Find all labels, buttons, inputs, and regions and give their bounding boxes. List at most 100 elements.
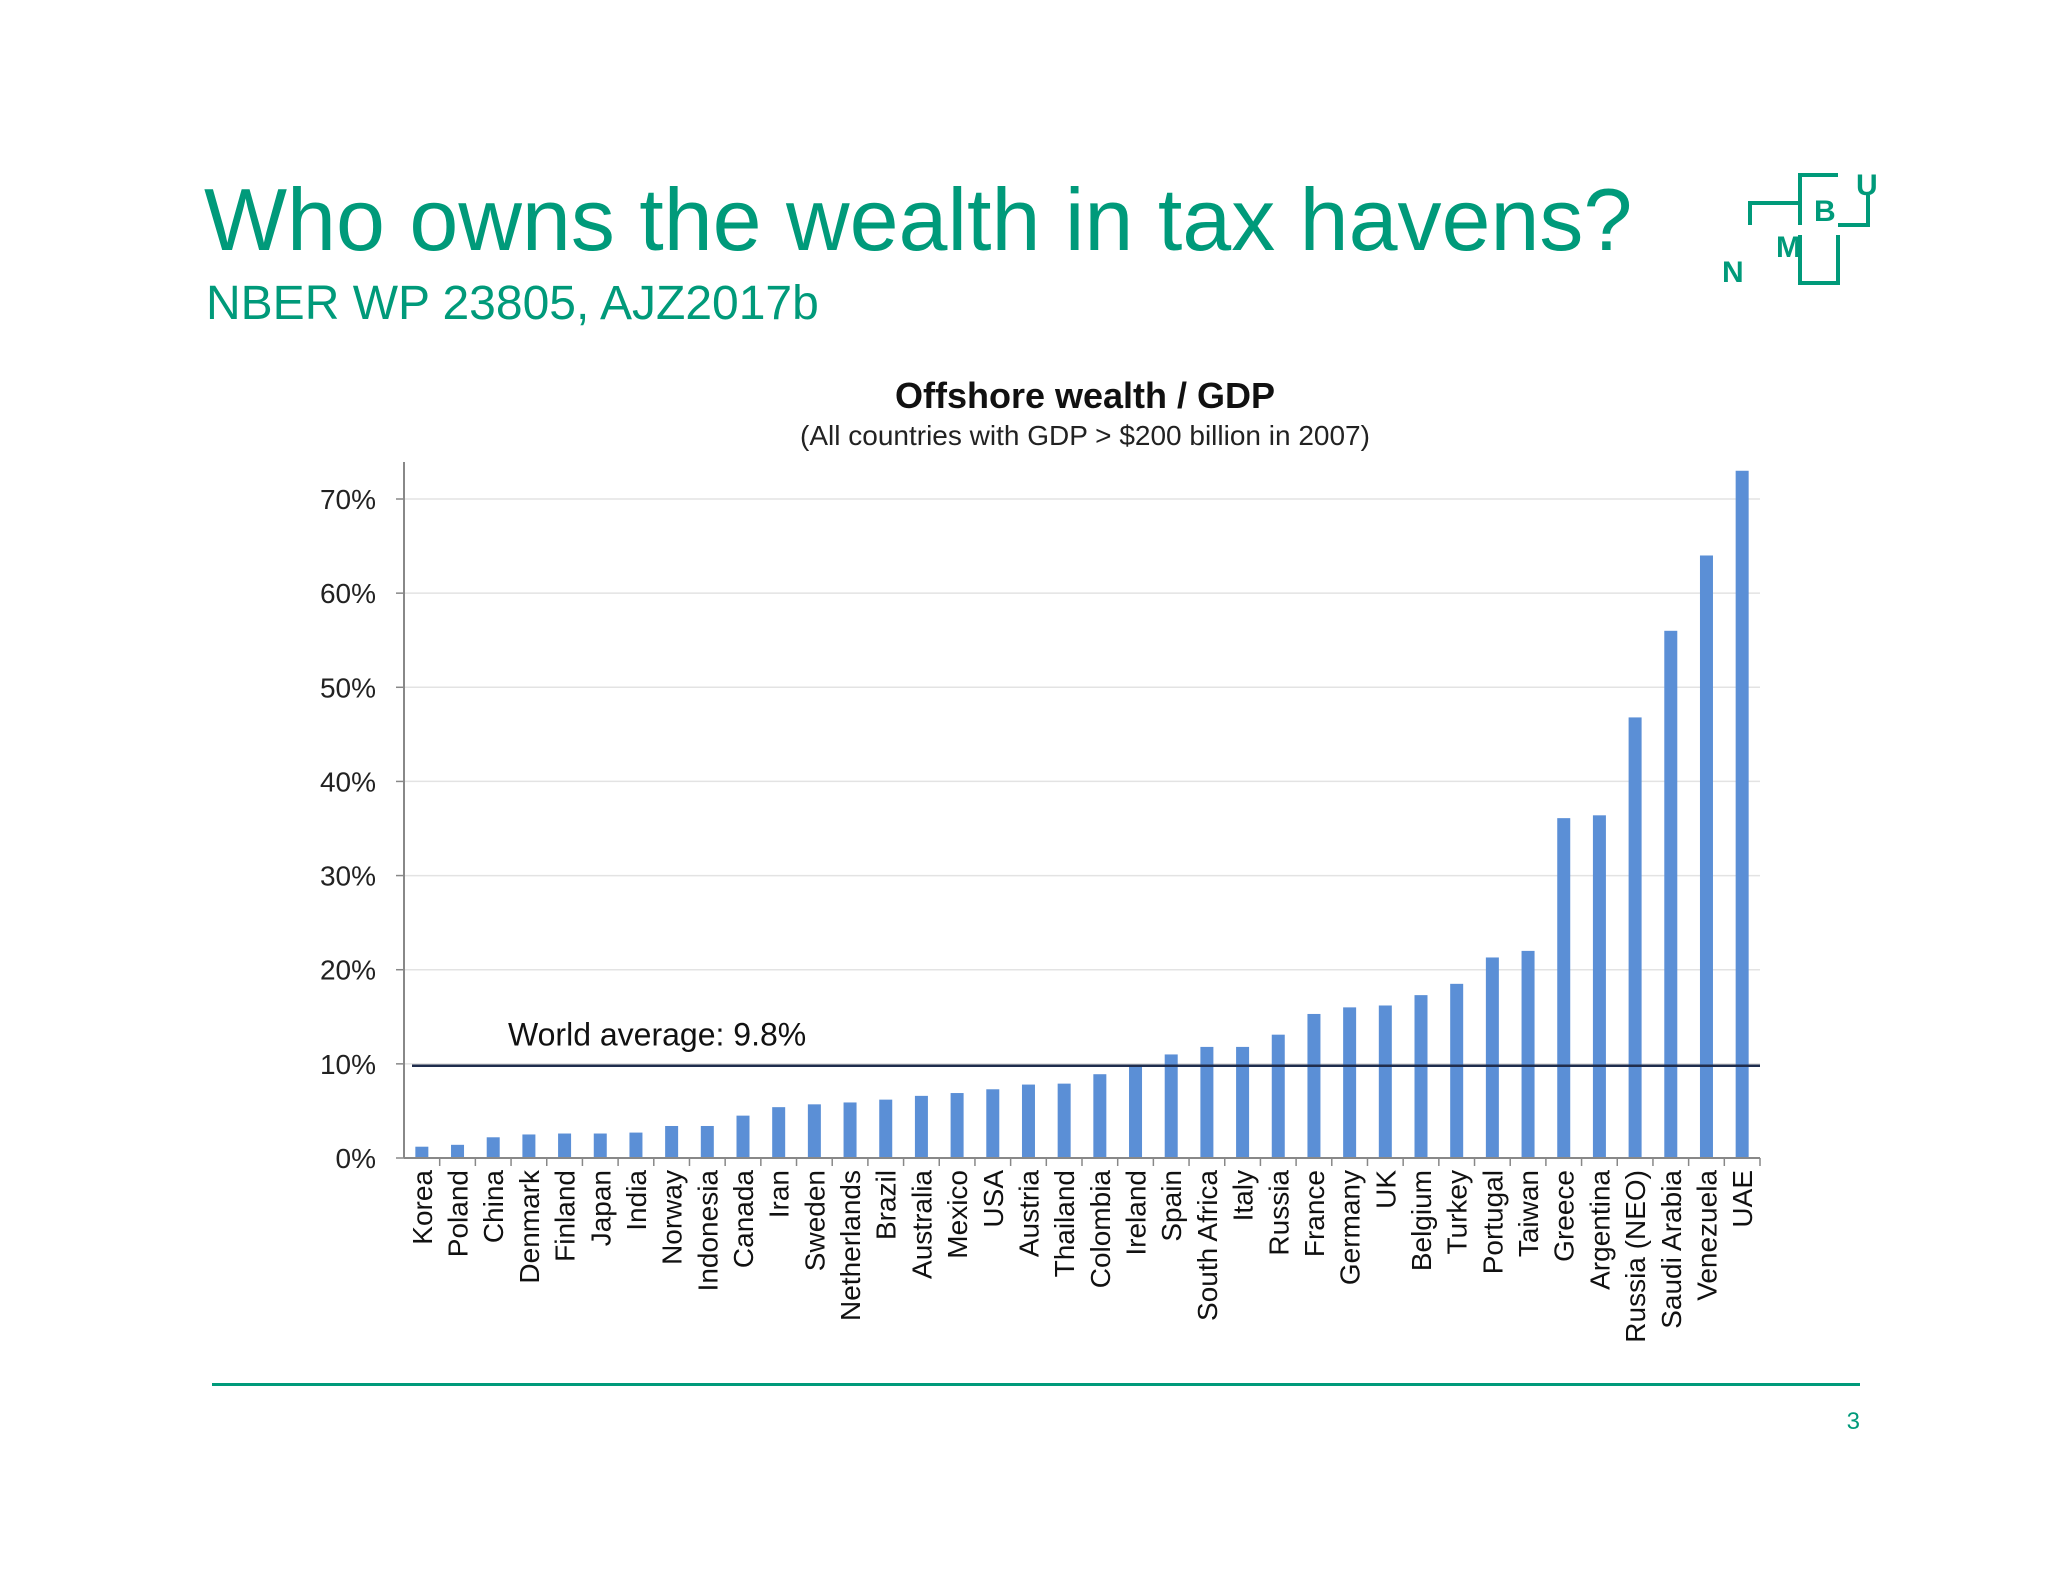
x-tick-label: Australia xyxy=(906,1170,937,1279)
page-number: 3 xyxy=(1846,1408,1860,1435)
bar xyxy=(593,1133,607,1158)
bar xyxy=(1557,818,1571,1158)
logo-letter-u: U xyxy=(1856,169,1878,202)
slide-title: Who owns the wealth in tax havens? xyxy=(204,170,1633,269)
y-tick-label: 60% xyxy=(320,578,376,609)
x-tick-label: Thailand xyxy=(1049,1170,1080,1277)
bar xyxy=(1664,630,1678,1158)
x-tick-label: Colombia xyxy=(1085,1170,1116,1289)
x-tick-label: South Africa xyxy=(1192,1170,1223,1321)
y-tick-label: 40% xyxy=(320,766,376,797)
x-tick-label: France xyxy=(1299,1170,1330,1257)
y-tick-label: 70% xyxy=(320,484,376,515)
slide-subtitle: NBER WP 23805, AJZ2017b xyxy=(206,277,819,330)
bar xyxy=(665,1125,679,1158)
y-tick-label: 30% xyxy=(320,861,376,892)
bar xyxy=(1521,950,1535,1158)
bar xyxy=(843,1102,857,1158)
x-tick-label: Finland xyxy=(550,1170,581,1262)
x-tick-label: India xyxy=(621,1170,652,1231)
logo-letter-b: B xyxy=(1814,195,1836,228)
bar xyxy=(914,1095,928,1158)
bars xyxy=(415,470,1749,1158)
x-tick-label: Mexico xyxy=(942,1170,973,1259)
x-tick-label: Portugal xyxy=(1477,1170,1508,1274)
bar xyxy=(807,1104,821,1158)
x-tick-label: Iran xyxy=(764,1170,795,1218)
x-tick-label: Taiwan xyxy=(1513,1170,1544,1257)
bar xyxy=(629,1132,643,1158)
y-tick-label: 20% xyxy=(320,955,376,986)
bar xyxy=(1129,1064,1143,1158)
x-tick-label: Norway xyxy=(657,1170,688,1265)
logo-letter-n: N xyxy=(1722,256,1744,289)
bar xyxy=(486,1137,500,1158)
bar xyxy=(1485,957,1499,1158)
x-tick-label: Brazil xyxy=(871,1170,902,1240)
bar xyxy=(700,1125,714,1158)
x-tick-label: Denmark xyxy=(514,1169,545,1284)
bar xyxy=(1378,1005,1392,1158)
bar xyxy=(1271,1034,1285,1158)
gridlines xyxy=(404,498,1760,1065)
x-tick-label: Japan xyxy=(585,1170,616,1246)
bar xyxy=(772,1107,786,1158)
logo-letter-m: M xyxy=(1776,231,1801,264)
bar xyxy=(879,1099,893,1158)
x-tick-label: Russia xyxy=(1263,1170,1294,1256)
bar xyxy=(1592,815,1606,1158)
x-tick-label: Turkey xyxy=(1442,1170,1473,1255)
x-tick-label: Russia (NEO) xyxy=(1620,1170,1651,1343)
bar xyxy=(522,1134,536,1158)
bar xyxy=(415,1146,429,1158)
x-tick-label: Ireland xyxy=(1121,1170,1152,1256)
x-tick-label: Belgium xyxy=(1406,1170,1437,1271)
x-tick-label: Argentina xyxy=(1584,1170,1615,1290)
x-tick-label: Germany xyxy=(1335,1170,1366,1285)
bar xyxy=(451,1144,465,1158)
x-tick-label: Indonesia xyxy=(692,1170,723,1292)
nmbu-logo-icon: N M B U xyxy=(1720,165,1880,295)
chart-subtitle: (All countries with GDP > $200 billion i… xyxy=(800,420,1370,451)
x-tick-label: UK xyxy=(1370,1170,1401,1209)
bar xyxy=(1164,1054,1178,1158)
bar xyxy=(1093,1074,1107,1158)
bar xyxy=(1450,983,1464,1158)
x-tick-label: Korea xyxy=(407,1170,438,1245)
bar xyxy=(950,1093,964,1158)
bar xyxy=(1735,470,1749,1158)
x-tick-label: Poland xyxy=(443,1170,474,1257)
x-tick-label: Spain xyxy=(1156,1170,1187,1242)
bar xyxy=(1236,1046,1250,1158)
bar xyxy=(1057,1083,1071,1158)
chart-title: Offshore wealth / GDP xyxy=(895,375,1275,416)
world-average-line: World average: 9.8% xyxy=(412,1017,1760,1067)
bar xyxy=(1343,1007,1357,1158)
logo-lines xyxy=(1748,173,1870,285)
bar xyxy=(986,1089,1000,1158)
bar xyxy=(736,1115,750,1158)
y-tick-label: 50% xyxy=(320,672,376,703)
bar xyxy=(558,1133,572,1158)
x-tick-label: Venezuela xyxy=(1691,1170,1722,1301)
bar xyxy=(1628,717,1642,1158)
bar xyxy=(1414,995,1428,1158)
footer-divider xyxy=(212,1383,1860,1386)
bar xyxy=(1699,555,1713,1158)
x-tick-label: Netherlands xyxy=(835,1170,866,1321)
axes: 0% 10% 20% 30% 40% 50% 60% 70% Korea Poland China D… xyxy=(320,462,1761,1343)
y-tick-label: 10% xyxy=(320,1049,376,1080)
x-tick-label: USA xyxy=(978,1170,1009,1228)
x-tick-label: China xyxy=(478,1170,509,1244)
x-tick-label: Italy xyxy=(1228,1170,1259,1221)
y-tick-label: 0% xyxy=(336,1143,376,1174)
bar xyxy=(1307,1013,1321,1158)
x-tick-label: Saudi Arabia xyxy=(1656,1170,1687,1329)
x-tick-label: Sweden xyxy=(799,1170,830,1271)
x-tick-label: Greece xyxy=(1549,1170,1580,1262)
bar xyxy=(1021,1084,1035,1158)
world-average-label: World average: 9.8% xyxy=(508,1017,806,1053)
x-tick-label: Canada xyxy=(728,1170,759,1269)
x-tick-label: UAE xyxy=(1727,1170,1758,1228)
